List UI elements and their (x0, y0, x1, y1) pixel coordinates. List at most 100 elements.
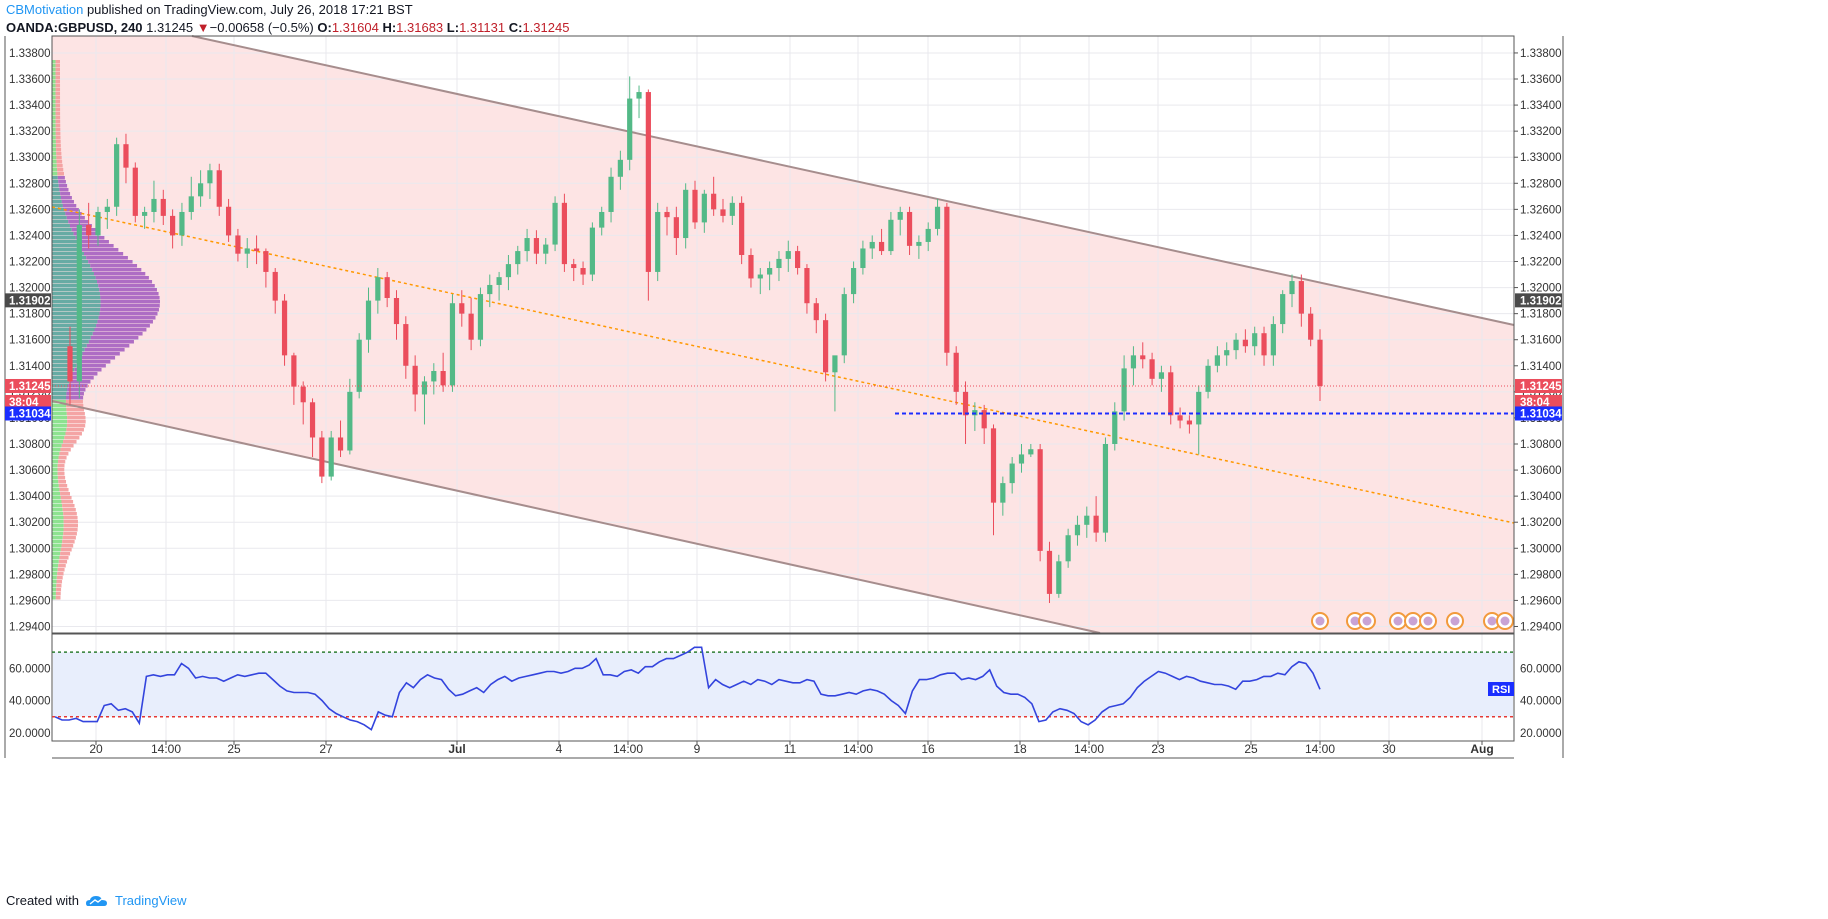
candle (906, 206, 913, 255)
candle (328, 430, 334, 481)
candle (776, 251, 782, 282)
candle-body (104, 206, 110, 212)
candle (1065, 528, 1071, 568)
economic-event-icon (1419, 612, 1437, 630)
candle-body (850, 268, 857, 295)
candle (860, 240, 866, 275)
candle (431, 363, 437, 395)
candle (375, 268, 381, 314)
candle-body (552, 202, 558, 245)
candle (1196, 385, 1202, 455)
candle (1252, 326, 1258, 356)
candle (1270, 316, 1276, 366)
publish-info: CBMotivation published on TradingView.co… (6, 2, 413, 17)
price-tick-label-left: 1.33600 (9, 74, 51, 86)
candle-body (1112, 411, 1118, 444)
price-marker-label: 1.31902 (9, 295, 51, 307)
price-marker-label: 1.31902 (1520, 295, 1562, 307)
candle-body (375, 277, 381, 301)
candle-body (543, 244, 549, 254)
open-value: 1.31604 (331, 20, 379, 35)
candle (1074, 515, 1081, 546)
candle (1214, 346, 1220, 373)
rsi-band (53, 652, 1513, 717)
time-tick-label: Jul (448, 742, 465, 756)
candle (347, 378, 353, 455)
price-tick-label-right: 1.31600 (1520, 335, 1562, 347)
candle (1149, 352, 1155, 386)
author-link[interactable]: CBMotivation (6, 2, 84, 17)
candle (533, 230, 540, 265)
price-tick-label-right: 1.30200 (1520, 517, 1562, 529)
candle-body (813, 303, 819, 321)
candle-body (421, 381, 428, 395)
channel-lower-line (51, 400, 1101, 634)
candle (1224, 342, 1230, 366)
price-tick-label-right: 1.29800 (1520, 569, 1562, 581)
candle-body (692, 189, 698, 223)
candle-body (571, 264, 577, 269)
candle-body (337, 437, 344, 451)
economic-event-icon (1389, 612, 1407, 630)
candle (645, 89, 651, 301)
candle-body (589, 227, 595, 275)
created-with-text: Created with (6, 893, 79, 908)
candle-body (1140, 355, 1146, 360)
candle-body (487, 284, 493, 295)
time-tick-label: 9 (694, 742, 701, 756)
high-label: H: (382, 20, 397, 35)
candle-body (347, 391, 353, 451)
rsi-line (54, 646, 1321, 731)
candle-body (142, 211, 148, 216)
candle-body (505, 264, 512, 278)
candle-body (1298, 281, 1304, 314)
candle-body (188, 196, 194, 212)
close-label: C: (508, 20, 523, 35)
candle-body (132, 167, 138, 216)
price-tick-label-left: 1.32600 (9, 204, 51, 216)
candle-body (114, 144, 120, 207)
price-tick-label-right: 1.30400 (1520, 491, 1562, 503)
candle-body (440, 370, 446, 386)
close-value: 1.31245 (522, 20, 570, 35)
candle-body (1261, 333, 1267, 356)
candle-body (599, 211, 605, 228)
price-tick-label-right: 1.31400 (1520, 361, 1562, 373)
candle-body (328, 437, 334, 477)
price-tick-label-right: 1.29600 (1520, 595, 1562, 607)
candle (888, 211, 894, 255)
candle-body (244, 248, 250, 254)
candle-body (253, 248, 260, 252)
candle (627, 76, 633, 171)
candle (1186, 415, 1193, 434)
candle-body (944, 206, 950, 353)
rsi-tick-label-left: 40.0000 (9, 696, 51, 708)
time-tick-label: 14:00 (1305, 742, 1335, 756)
time-tick-label: 14:00 (1074, 742, 1104, 756)
price-marker-label: 1.31034 (1520, 408, 1562, 420)
candle (608, 167, 614, 223)
candle (114, 137, 120, 216)
candle-body (281, 300, 288, 356)
candle (543, 238, 549, 265)
candle (1028, 443, 1034, 458)
price-tick-label-right: 1.32000 (1520, 283, 1562, 295)
tradingview-link[interactable]: TradingView (114, 893, 187, 908)
candle (934, 198, 941, 236)
symbol-label: OANDA:GBPUSD, 240 (6, 20, 143, 35)
candle (272, 268, 278, 314)
candle-body (701, 193, 707, 223)
candle-body (1121, 368, 1127, 412)
time-tick-label: 14:00 (151, 742, 181, 756)
economic-event-icon (1496, 612, 1514, 630)
candle (95, 206, 101, 246)
candle (1056, 554, 1062, 598)
candle-body (776, 258, 782, 269)
candle (1308, 307, 1314, 347)
candle-body (1084, 515, 1090, 525)
rsi-tick-label-left: 20.0000 (9, 728, 51, 740)
price-tick-label-right: 1.32200 (1520, 257, 1562, 269)
price-tick-label-left: 1.33200 (9, 126, 51, 138)
candle-body (225, 206, 232, 236)
